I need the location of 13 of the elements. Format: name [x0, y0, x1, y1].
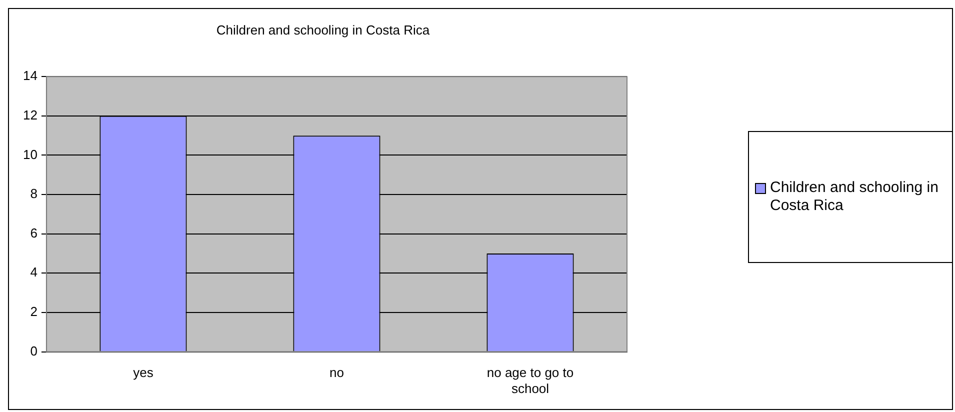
y-tick-label: 14 — [22, 68, 38, 84]
chart-title: Children and schooling in Costa Rica — [216, 22, 430, 38]
x-tick-label: yes — [133, 365, 154, 380]
x-tick-label: no age to go to school — [486, 365, 574, 396]
y-tick-label: 6 — [30, 225, 38, 240]
y-tick-label: 8 — [30, 186, 38, 202]
y-tick-label: 0 — [30, 343, 38, 358]
legend-label: Children and schooling in Costa Rica — [770, 179, 940, 215]
y-tick-label: 12 — [22, 107, 38, 122]
y-tick-label: 2 — [30, 304, 38, 320]
y-tick-label: 4 — [30, 264, 38, 280]
x-tick-label: no — [329, 365, 344, 380]
y-tick-label: 10 — [22, 146, 38, 162]
